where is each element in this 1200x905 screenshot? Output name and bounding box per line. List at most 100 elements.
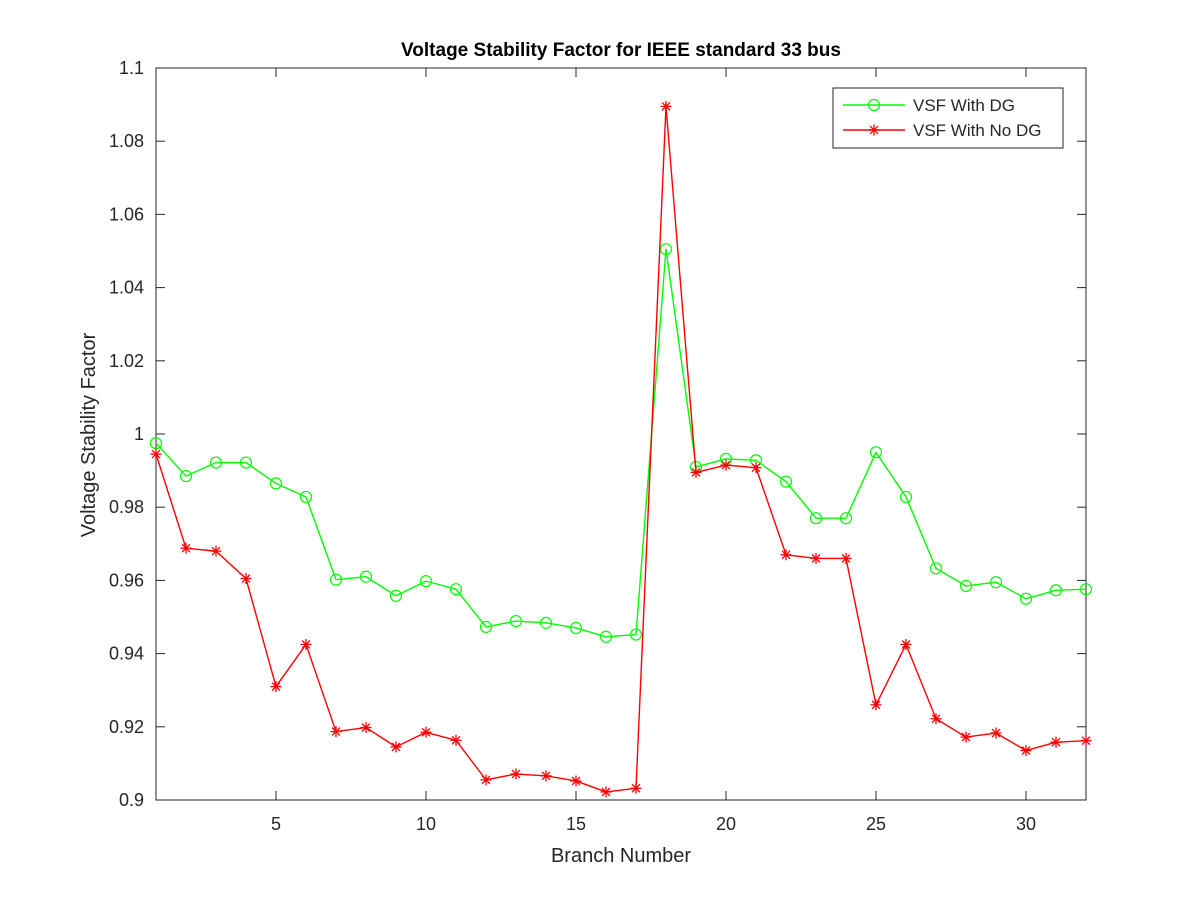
data-point-no-dg [630,782,642,794]
data-point-no-dg [450,734,462,746]
marker-stroke [871,700,881,710]
data-point-no-dg [810,552,822,564]
data-point-with-dg [239,456,253,469]
data-point-with-dg [449,583,463,596]
marker-stroke [271,682,281,691]
y-axis-ticks: 0.9 0.92 0.94 0.96 0.98 1 1.02 1.04 1.06 1.08 1.1 [109,58,1086,810]
data-point-no-dg [510,768,522,780]
marker-stroke [151,449,161,459]
data-point-no-dg [360,722,372,734]
marker-stroke [721,460,731,470]
data-point-with-dg [389,589,403,602]
y-tick-label: 0.98 [109,497,144,517]
marker-stroke [511,769,521,779]
y-tick-label: 0.92 [109,717,144,737]
x-tick-label: 20 [716,814,736,834]
data-point-with-dg [539,616,553,629]
y-tick-label: 1.1 [119,58,144,78]
data-point-no-dg [1020,745,1032,757]
legend-box [832,87,1064,149]
x-tick-label: 5 [271,814,281,834]
data-point-with-dg [419,575,433,588]
legend: VSF With DG VSF With No DG [832,87,1064,149]
data-point-with-dg [479,620,493,633]
data-point-with-dg [1049,584,1063,597]
y-tick-label: 1.04 [109,278,144,298]
data-point-no-dg [480,774,492,786]
data-point-no-dg [660,100,672,112]
marker-stroke [751,463,761,473]
data-point-no-dg [330,726,342,738]
data-point-no-dg [930,713,942,725]
data-point-no-dg [990,727,1002,739]
marker-stroke [571,776,581,786]
plot-area: 5 10 15 20 25 30 0.9 0.92 0.94 0.96 0.98 1 1.02 1.04 1… [109,58,1093,834]
marker-stroke [1051,737,1061,747]
legend-label-with-dg: VSF With DG [913,96,1015,115]
data-point-with-dg [599,630,613,643]
data-point-no-dg [960,731,972,743]
marker-stroke [661,102,671,111]
series-line-with-dg [155,248,1087,638]
marker-stroke [481,775,491,785]
data-point-no-dg [1050,736,1062,748]
data-point-with-dg [869,446,883,459]
marker-stroke [961,732,971,742]
marker-stroke [991,728,1001,738]
data-point-with-dg [269,477,283,490]
legend-label-no-dg: VSF With No DG [913,121,1041,140]
marker-stroke [541,771,551,781]
data-point-with-dg [989,576,1003,589]
data-point-with-dg [779,475,793,488]
marker-stroke [811,554,821,563]
y-tick-label: 1.02 [109,351,144,371]
data-point-no-dg [600,786,612,798]
data-point-no-dg [270,681,282,693]
data-point-with-dg [569,621,583,635]
data-point-no-dg [540,770,552,782]
data-point-no-dg [210,545,222,557]
data-point-with-dg [659,243,673,256]
axes-box [155,67,1087,801]
data-point-no-dg [1080,735,1092,747]
data-point-with-dg [629,628,643,641]
marker-stroke [691,468,701,477]
y-tick-label: 0.94 [109,644,144,664]
data-point-with-dg [839,512,853,525]
marker-stroke [421,727,431,737]
marker-stroke [781,550,791,560]
series-line-no-dg [155,105,1087,793]
x-tick-label: 10 [416,814,436,834]
data-point-no-dg [900,638,912,650]
marker-stroke [931,714,941,724]
data-point-no-dg [180,542,192,554]
y-tick-label: 1.08 [109,131,144,151]
data-point-with-dg [179,469,193,483]
marker-stroke [181,543,191,553]
data-point-no-dg [300,638,312,650]
data-point-no-dg [240,573,252,585]
data-point-with-dg [209,456,223,469]
data-point-no-dg [720,459,732,471]
legend-marker-with-dg [867,98,881,112]
data-point-with-dg [329,573,343,586]
series-with-dg [149,243,1093,643]
y-axis-label: Voltage Stability Factor [78,332,100,537]
marker-stroke [241,574,251,583]
data-point-with-dg [299,490,313,504]
marker-stroke [451,735,461,745]
data-point-no-dg [390,741,402,753]
y-tick-label: 1 [134,424,144,444]
y-tick-label: 0.9 [119,790,144,810]
marker-stroke [331,727,341,736]
data-point-no-dg [150,448,162,460]
data-point-no-dg [750,462,762,474]
data-point-no-dg [840,552,852,564]
data-point-with-dg [509,614,523,628]
x-tick-label: 25 [866,814,886,834]
marker-stroke [391,742,401,752]
legend-item-no-dg: VSF With No DG [843,121,1041,140]
marker-stroke [361,723,371,732]
x-tick-label: 30 [1016,814,1036,834]
